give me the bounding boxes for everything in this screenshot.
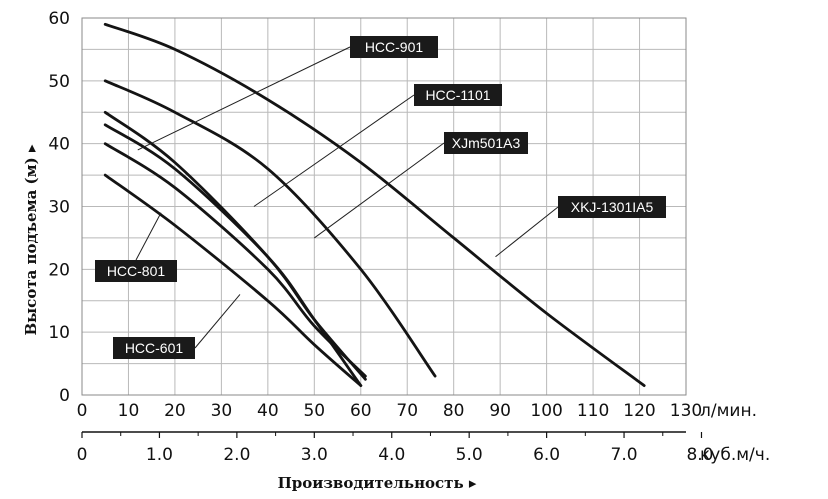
x2-axis-unit: куб.м/ч.	[700, 445, 770, 465]
x-tick-label: 40	[257, 401, 279, 421]
series-label: XKJ-1301IA5	[571, 199, 654, 215]
y-tick-label: 50	[48, 72, 70, 92]
x-tick-label: 50	[303, 401, 325, 421]
leader-line	[253, 94, 415, 207]
leader-lines	[135, 46, 559, 349]
series-label: HCC-1101	[425, 87, 490, 103]
y-tick-label: 0	[59, 386, 70, 406]
x2-tick-label: 7.0	[611, 445, 638, 465]
x2-tick-label: 4.0	[378, 445, 405, 465]
curve-hcc-601	[103, 173, 363, 387]
y-tick-label: 10	[48, 323, 70, 343]
x2-tick-label: 2.0	[223, 445, 250, 465]
series-label-box	[558, 196, 666, 218]
series-label: XJm501A3	[452, 135, 521, 151]
curve-hcc-801	[103, 142, 367, 378]
x-tick-label: 110	[577, 401, 609, 421]
plot-frame	[81, 17, 687, 396]
curve-xkj-1301ia5	[103, 22, 646, 387]
series-label: HCC-801	[107, 263, 166, 279]
x-axis-title: Производительность ▸	[278, 474, 477, 492]
x2-tick-label: 5.0	[456, 445, 483, 465]
x-tick-label: 0	[77, 401, 88, 421]
y-tick-label: 30	[48, 198, 70, 218]
x-tick-label: 120	[623, 401, 655, 421]
y-tick-label: 20	[48, 260, 70, 280]
x-axis-unit: л/мин.	[700, 401, 757, 421]
x-tick-label: 70	[396, 401, 418, 421]
x2-tick-label: 0	[77, 445, 88, 465]
x2-tick-label: 8.0	[686, 445, 713, 465]
x-tick-label: 10	[118, 401, 140, 421]
y-tick-label: 60	[48, 9, 70, 29]
y-tick-label: 40	[48, 135, 70, 155]
x-tick-label: 80	[443, 401, 465, 421]
leader-line	[194, 294, 241, 349]
curves	[103, 22, 646, 387]
leader-line	[137, 46, 351, 151]
curve-hcc-1101	[103, 79, 437, 378]
x-tick-label: 60	[350, 401, 372, 421]
x-tick-label: 90	[489, 401, 511, 421]
y-axis-title: Высота подъема (м) ▸	[22, 144, 40, 336]
x2-tick-label: 3.0	[301, 445, 328, 465]
x2-tick-label: 1.0	[146, 445, 173, 465]
series-label: HCC-601	[125, 340, 184, 356]
series-label-box	[350, 36, 438, 58]
x-tick-label: 20	[164, 401, 186, 421]
axes: 0 10 20 30 40 50 60 0 10 20 30 40 50 60 70 80 90 100 110 12…	[48, 9, 713, 465]
series-label: HCC-901	[365, 39, 424, 55]
series-label-box	[414, 84, 502, 106]
leader-line	[495, 206, 559, 258]
curve-xjm501a3	[103, 123, 363, 387]
leader-line	[135, 212, 162, 261]
x2-tick-label: 6.0	[533, 445, 560, 465]
x-tick-label: 30	[211, 401, 233, 421]
series-label-box	[95, 260, 177, 282]
series-label-box	[113, 337, 195, 359]
leader-line	[314, 142, 445, 239]
x-tick-label: 100	[530, 401, 562, 421]
series-label-box	[444, 132, 528, 154]
series-labels: HCC-901 HCC-1101 XJm501A3 XKJ-1301IA5 HCC-80…	[95, 36, 666, 359]
x-tick-label: 130	[670, 401, 702, 421]
